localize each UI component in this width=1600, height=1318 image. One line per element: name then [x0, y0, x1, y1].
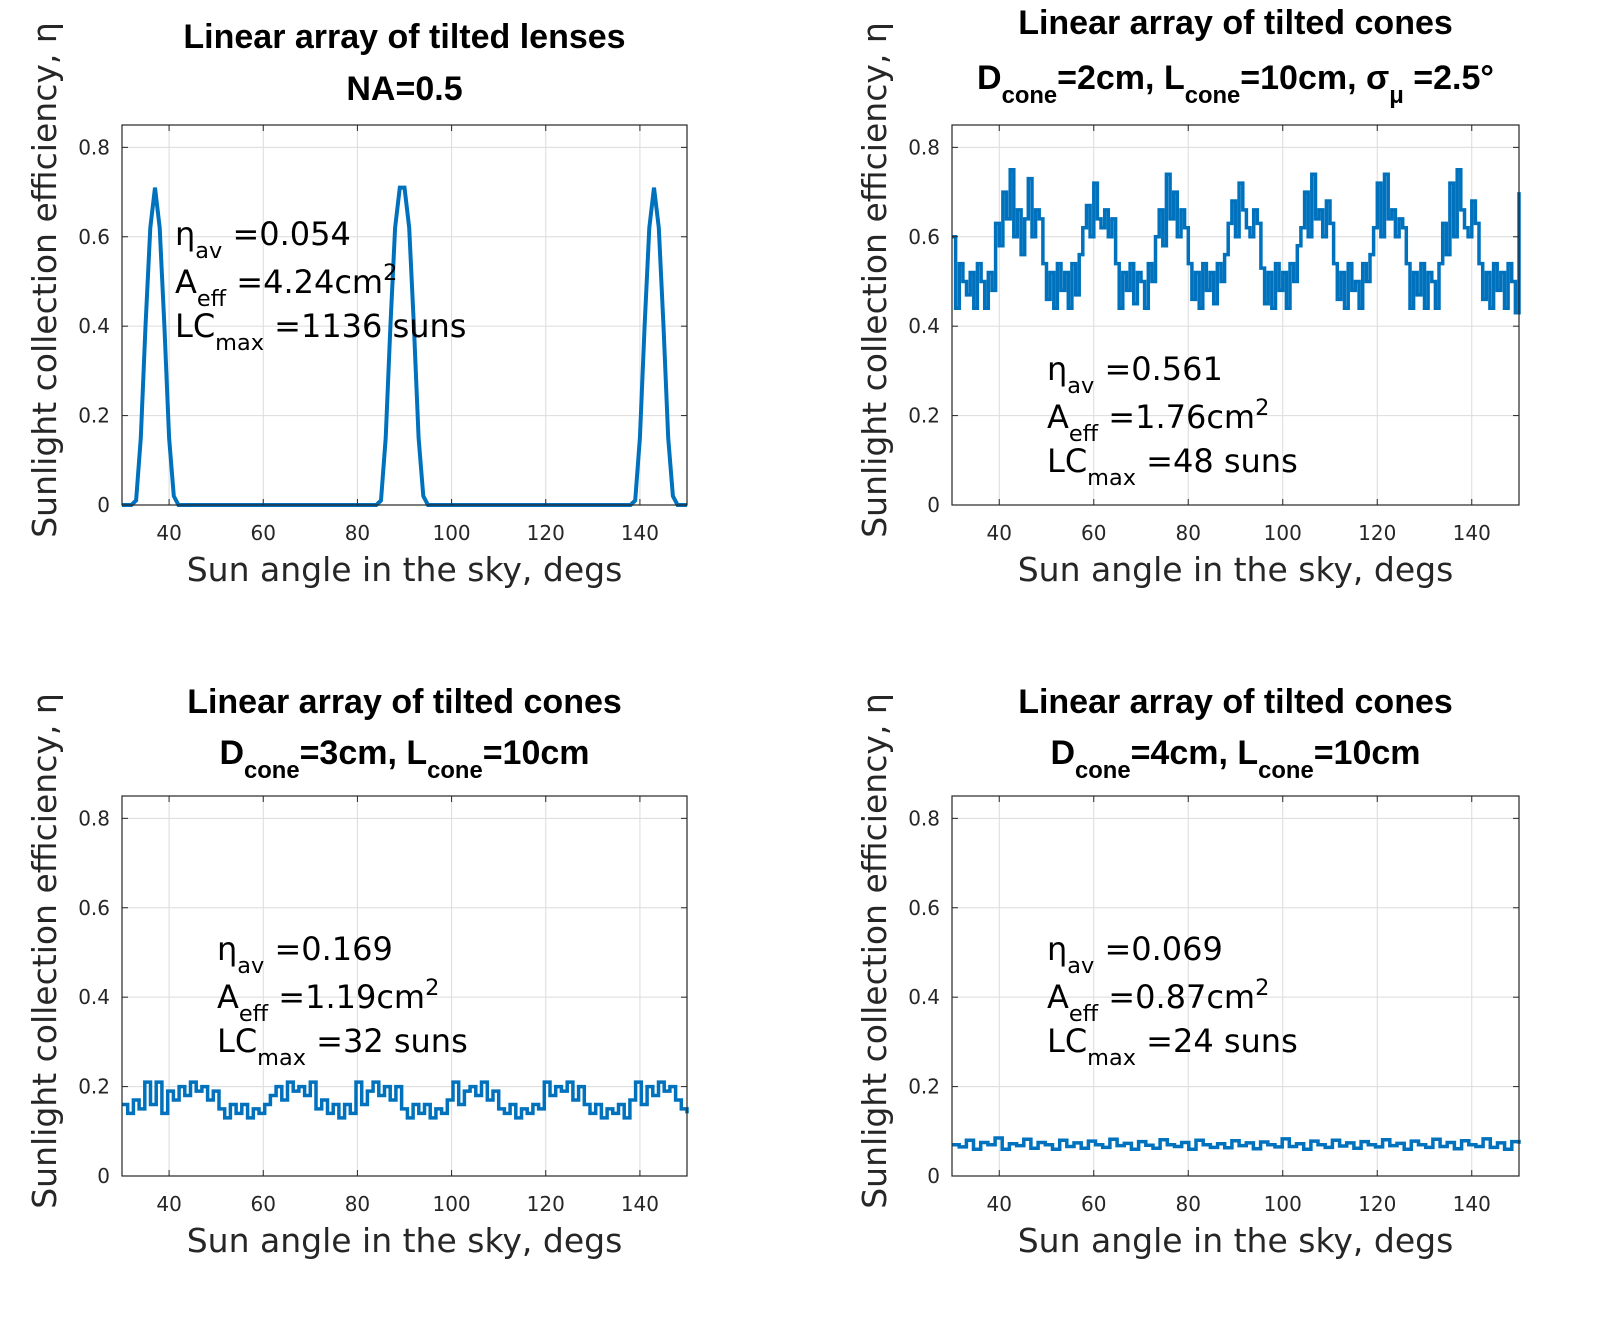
- chart-subtitle: NA=0.5: [346, 70, 462, 108]
- y-axis-label: Sunlight collection efficiency, η: [25, 22, 64, 538]
- chart-title: Linear array of tilted cones: [187, 683, 622, 721]
- x-tick-label: 40: [987, 1192, 1012, 1216]
- y-tick-label: 0.4: [78, 985, 110, 1009]
- y-tick-label: 0: [97, 1164, 110, 1188]
- lc-max-annotation: LCmax =24 suns: [1047, 1022, 1298, 1071]
- chart-panel-2: 40 60 80 100 120 140 0 0.2 0.4 0.6 0.8 Sun angle in…: [855, 4, 1521, 589]
- axes-box: [121, 124, 688, 506]
- y-axis-label: Sunlight collection efficiency, η: [25, 693, 64, 1209]
- y-axis-label: Sunlight collection efficiency, η: [855, 22, 894, 538]
- y-tick-label: 0.2: [78, 1075, 110, 1099]
- y-tick-label: 0.6: [78, 896, 110, 920]
- data-series-line: [952, 1136, 1521, 1151]
- x-tick-label: 100: [432, 1192, 470, 1216]
- x-tick-label: 120: [527, 1192, 565, 1216]
- x-tick-label: 80: [1176, 521, 1201, 545]
- y-tick-label: 0: [927, 493, 940, 517]
- x-tick-label: 120: [1358, 521, 1396, 545]
- x-tick-label: 60: [1081, 521, 1106, 545]
- lc-max-annotation: LCmax =1136 suns: [175, 307, 466, 356]
- y-tick-label: 0.6: [78, 225, 110, 249]
- x-tick-label: 80: [345, 1192, 370, 1216]
- y-tick-label: 0.6: [908, 225, 940, 249]
- a-eff-annotation: Aeff =4.24cm2: [175, 260, 397, 312]
- eta-av-annotation: ηav =0.561: [1047, 350, 1223, 399]
- y-tick-label: 0.8: [78, 135, 110, 159]
- y-axis-label: Sunlight collection efficiency, η: [855, 693, 894, 1209]
- x-tick-label: 40: [156, 1192, 181, 1216]
- chart-subtitle: Dcone=2cm, Lcone=10cm, σμ =2.5°: [977, 59, 1494, 109]
- y-tick-label: 0: [927, 1164, 940, 1188]
- chart-title: Linear array of tilted lenses: [183, 18, 625, 56]
- eta-av-annotation: ηav =0.169: [217, 930, 393, 979]
- axes-box: [951, 795, 1520, 1177]
- x-axis-label: Sun angle in the sky, degs: [1018, 550, 1454, 589]
- y-tick-label: 0.8: [908, 806, 940, 830]
- chart-title: Linear array of tilted cones: [1018, 683, 1453, 721]
- x-tick-label: 120: [527, 521, 565, 545]
- lc-max-annotation: LCmax =48 suns: [1047, 442, 1298, 491]
- y-tick-label: 0.8: [908, 135, 940, 159]
- x-tick-label: 120: [1358, 1192, 1396, 1216]
- plot-area: [952, 796, 1519, 1176]
- eta-av-annotation: ηav =0.069: [1047, 930, 1223, 979]
- chart-panel-4: 40 60 80 100 120 140 0 0.2 0.4 0.6 0.8 Sun angle in…: [855, 683, 1521, 1260]
- y-tick-label: 0.4: [78, 314, 110, 338]
- y-tick-label: 0.2: [908, 404, 940, 428]
- x-tick-label: 140: [1453, 1192, 1491, 1216]
- y-tick-label: 0.6: [908, 896, 940, 920]
- data-series-line: [122, 1080, 689, 1120]
- chart-panel-1: 40 60 80 100 120 140 0 0.2 0.4 0.6 0.8 Sun angle in…: [25, 18, 688, 589]
- x-tick-label: 80: [1176, 1192, 1201, 1216]
- x-axis-label: Sun angle in the sky, degs: [1018, 1221, 1454, 1260]
- eta-av-annotation: ηav =0.054: [175, 215, 351, 264]
- data-series-line: [122, 185, 687, 507]
- x-tick-label: 60: [251, 1192, 276, 1216]
- x-axis-label: Sun angle in the sky, degs: [187, 1221, 623, 1260]
- x-tick-label: 60: [251, 521, 276, 545]
- x-tick-label: 100: [1264, 521, 1302, 545]
- a-eff-annotation: Aeff =0.87cm2: [1047, 975, 1269, 1027]
- x-tick-label: 80: [345, 521, 370, 545]
- y-tick-label: 0.4: [908, 985, 940, 1009]
- a-eff-annotation: Aeff =1.19cm2: [217, 975, 439, 1027]
- x-tick-label: 60: [1081, 1192, 1106, 1216]
- axes-box: [951, 124, 1520, 506]
- y-tick-label: 0: [97, 493, 110, 517]
- chart-title: Linear array of tilted cones: [1018, 4, 1453, 42]
- y-tick-label: 0.2: [78, 404, 110, 428]
- x-tick-label: 140: [1453, 521, 1491, 545]
- lc-max-annotation: LCmax =32 suns: [217, 1022, 468, 1071]
- x-tick-label: 100: [1264, 1192, 1302, 1216]
- x-tick-label: 40: [987, 521, 1012, 545]
- chart-panel-3: 40 60 80 100 120 140 0 0.2 0.4 0.6 0.8 Sun angle in…: [25, 683, 689, 1260]
- x-tick-label: 40: [156, 521, 181, 545]
- y-tick-label: 0.8: [78, 806, 110, 830]
- x-axis-label: Sun angle in the sky, degs: [187, 550, 623, 589]
- axes-box: [121, 795, 688, 1177]
- x-tick-label: 100: [432, 521, 470, 545]
- a-eff-annotation: Aeff =1.76cm2: [1047, 395, 1269, 447]
- y-tick-label: 0.2: [908, 1075, 940, 1099]
- x-tick-label: 140: [621, 521, 659, 545]
- x-tick-label: 140: [621, 1192, 659, 1216]
- plot-area: [952, 125, 1519, 505]
- chart-subtitle: Dcone=4cm, Lcone=10cm: [1050, 734, 1420, 784]
- y-tick-label: 0.4: [908, 314, 940, 338]
- chart-subtitle: Dcone=3cm, Lcone=10cm: [219, 734, 589, 784]
